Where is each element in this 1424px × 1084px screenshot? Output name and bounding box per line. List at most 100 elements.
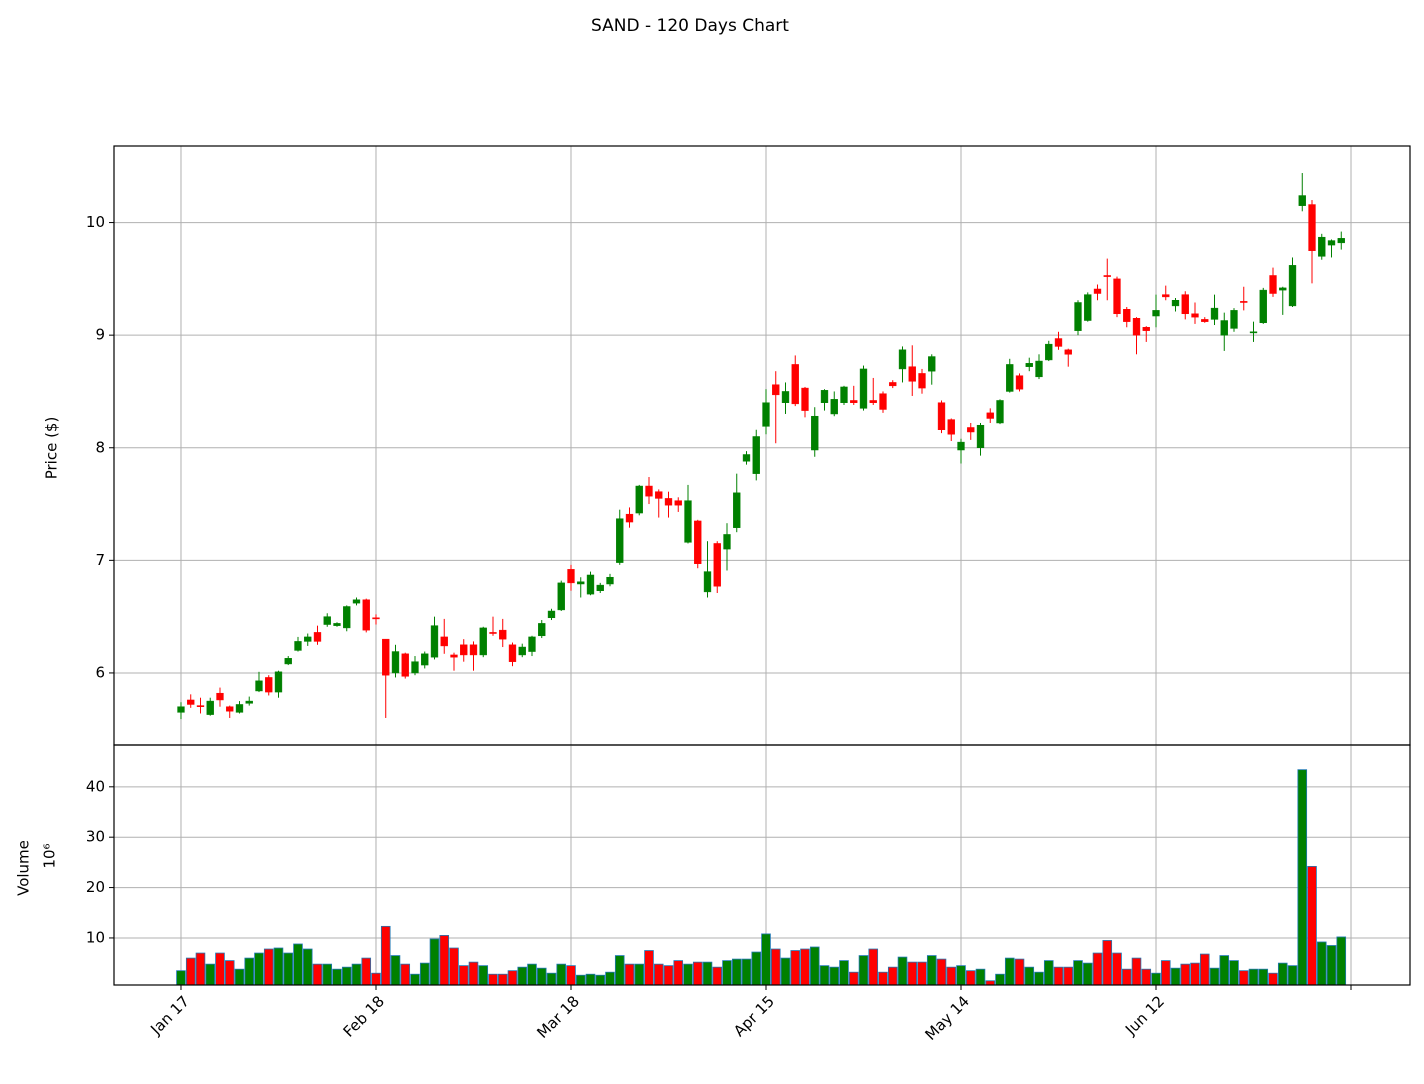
volume-bar (1092, 952, 1103, 986)
candle-body (1269, 275, 1277, 294)
volume-bar (1004, 957, 1015, 986)
volume-bar (819, 965, 830, 986)
volume-bar (400, 963, 411, 986)
candle-body (840, 386, 848, 403)
volume-bar (605, 971, 615, 986)
volume-bar (751, 951, 762, 986)
volume-bar (458, 965, 469, 986)
volume-bar (1190, 962, 1200, 986)
volume-bar (176, 970, 186, 986)
candle-body (1162, 294, 1170, 298)
volume-bar (956, 965, 966, 986)
volume-bar (985, 980, 996, 986)
candle-body (1045, 343, 1053, 361)
volume-bar (322, 963, 333, 986)
candle-body (791, 364, 799, 405)
candle-body (1210, 307, 1219, 320)
candle-body (206, 700, 214, 715)
candle-body (742, 454, 751, 462)
volume-bar (1073, 960, 1083, 986)
volume-bar (907, 961, 918, 986)
candle-body (713, 543, 721, 587)
volume-bar (488, 973, 498, 986)
candle-body (411, 661, 419, 674)
volume-bar (332, 968, 342, 986)
candle-body (850, 400, 858, 403)
volume-bar (234, 968, 245, 986)
volume-bar (263, 948, 274, 986)
volume-bar (926, 955, 937, 986)
candle-body (274, 671, 283, 693)
volume-bar (215, 952, 225, 986)
candle-body (518, 646, 526, 656)
candle-body (655, 491, 663, 499)
volume-bar (897, 956, 908, 986)
candle-body (1152, 310, 1160, 317)
volume-bar (1024, 966, 1035, 986)
plot-frame (113, 145, 1411, 746)
volume-bar (1199, 953, 1210, 986)
candle-body (450, 654, 458, 658)
candle-body (1318, 236, 1326, 257)
candle-body (1249, 331, 1258, 334)
candle-body (1240, 301, 1248, 303)
volume-bar (1229, 960, 1239, 986)
volume-bar (507, 970, 518, 986)
y-tick-label: 7 (95, 551, 105, 569)
volume-bar (439, 935, 450, 986)
candle-body (1025, 363, 1033, 367)
candle-body (362, 599, 370, 631)
volume-bar (1277, 962, 1288, 986)
candle-body (469, 644, 478, 656)
volume-bar (195, 952, 206, 986)
volume-bar (829, 966, 840, 986)
x-tick-label: Feb 18 (340, 992, 388, 1040)
candle-body (1220, 320, 1228, 336)
volume-bar (1209, 967, 1220, 986)
candle-body (1132, 318, 1141, 336)
volume-bar (1102, 940, 1113, 986)
candle-body (947, 419, 955, 435)
volume-bar (800, 948, 810, 986)
y-tick-label: 10 (86, 213, 105, 231)
candle-body (752, 436, 760, 474)
volume-bar (1131, 957, 1142, 986)
volume-bar (1082, 962, 1093, 986)
volume-bar (1336, 936, 1347, 986)
volume-bar (722, 960, 732, 986)
volume-bar (380, 925, 391, 986)
candle-body (723, 534, 731, 550)
volume-bar (634, 963, 645, 986)
volume-bar (1160, 960, 1171, 986)
candle-body (391, 651, 400, 674)
volume-bar (429, 938, 440, 986)
volume-bar (780, 957, 791, 986)
volume-bar (644, 950, 654, 986)
volume-bar (390, 955, 401, 986)
candle-body (606, 576, 614, 585)
y-tick-label: 8 (95, 438, 105, 456)
volume-bar (254, 952, 264, 986)
candle-body (898, 349, 907, 370)
volume-bar (614, 955, 625, 986)
candle-body (499, 629, 507, 640)
candle-body (889, 382, 897, 387)
volume-bar (546, 972, 557, 986)
volume-bar (419, 962, 430, 986)
volume-bar (653, 963, 664, 986)
candle-body (1259, 289, 1267, 324)
candle-body (976, 424, 985, 449)
volume-bar (361, 957, 372, 986)
volume-bar (790, 950, 801, 986)
volume-bar (1297, 769, 1308, 986)
candle-body (245, 700, 253, 704)
volume-bar (1112, 952, 1122, 986)
candle-body (586, 574, 595, 595)
volume-bar (1287, 965, 1298, 986)
volume-bar (1014, 958, 1025, 986)
candle-body (460, 644, 468, 656)
candle-body (265, 677, 273, 693)
candle-body (635, 485, 643, 514)
candle-body (694, 520, 702, 564)
